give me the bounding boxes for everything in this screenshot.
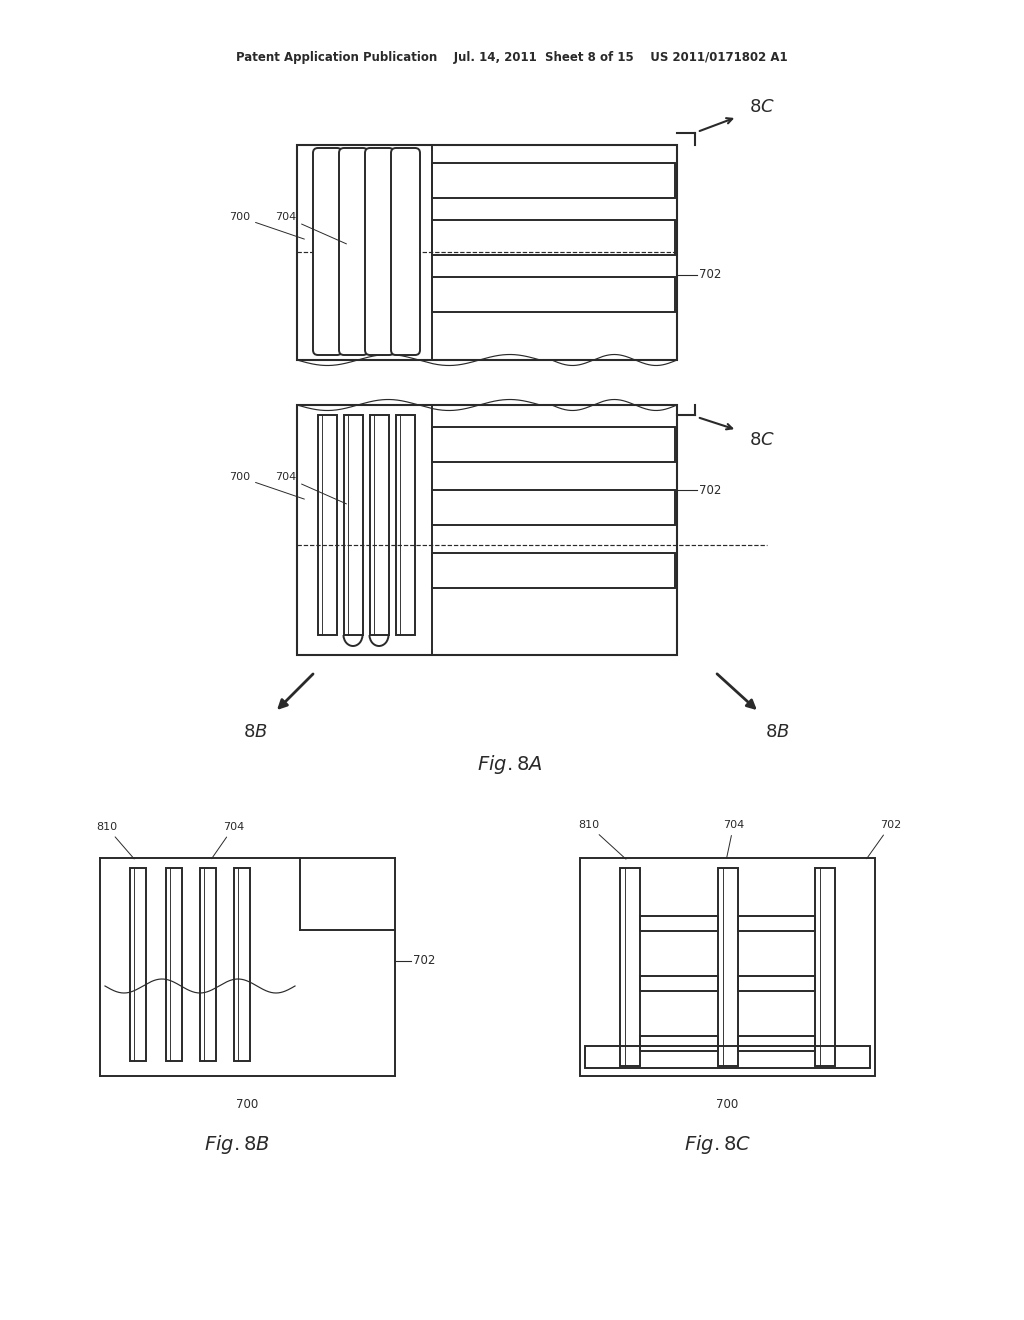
Bar xyxy=(738,975,815,991)
Text: $Fig. 8A$: $Fig. 8A$ xyxy=(477,754,543,776)
FancyBboxPatch shape xyxy=(391,148,420,355)
Text: 810: 810 xyxy=(96,822,134,859)
Text: 704: 704 xyxy=(275,213,346,244)
Text: 704: 704 xyxy=(275,473,346,504)
Bar xyxy=(344,414,362,635)
Bar xyxy=(200,869,216,1061)
Bar xyxy=(396,414,415,635)
Bar xyxy=(370,414,389,635)
Text: 700: 700 xyxy=(716,1097,738,1110)
Bar xyxy=(432,162,675,198)
Text: Patent Application Publication    Jul. 14, 2011  Sheet 8 of 15    US 2011/017180: Patent Application Publication Jul. 14, … xyxy=(237,51,787,65)
Text: $Fig. 8C$: $Fig. 8C$ xyxy=(683,1133,751,1155)
Text: 702: 702 xyxy=(413,954,435,968)
FancyBboxPatch shape xyxy=(365,148,394,355)
Bar xyxy=(297,145,677,360)
Text: $8B$: $8B$ xyxy=(765,723,790,741)
Bar xyxy=(580,858,874,1076)
Bar xyxy=(640,916,718,931)
FancyBboxPatch shape xyxy=(313,148,342,355)
Bar xyxy=(620,869,640,1067)
Bar xyxy=(166,869,182,1061)
Bar xyxy=(432,426,675,462)
Text: 702: 702 xyxy=(866,820,901,859)
Bar xyxy=(585,1045,870,1068)
Text: $8C$: $8C$ xyxy=(749,432,775,449)
FancyBboxPatch shape xyxy=(339,148,368,355)
Bar xyxy=(640,975,718,991)
Bar xyxy=(432,553,675,587)
Bar xyxy=(432,220,675,255)
Text: $8B$: $8B$ xyxy=(243,723,267,741)
Bar xyxy=(815,869,835,1067)
Bar xyxy=(297,405,677,655)
Bar xyxy=(318,414,337,635)
Bar xyxy=(432,490,675,525)
Text: 702: 702 xyxy=(699,483,721,496)
Text: 700: 700 xyxy=(229,473,304,499)
Bar xyxy=(718,869,738,1067)
Bar xyxy=(738,1036,815,1051)
Bar xyxy=(640,1036,718,1051)
Bar xyxy=(738,916,815,931)
Text: 704: 704 xyxy=(723,820,744,858)
Text: 704: 704 xyxy=(212,822,245,859)
Bar xyxy=(432,277,675,312)
Text: 700: 700 xyxy=(236,1097,258,1110)
Text: 700: 700 xyxy=(229,213,304,239)
Bar xyxy=(234,869,250,1061)
Text: $8C$: $8C$ xyxy=(749,98,775,116)
Text: $Fig. 8B$: $Fig. 8B$ xyxy=(204,1133,269,1155)
Text: 702: 702 xyxy=(699,268,721,281)
Text: 810: 810 xyxy=(578,820,626,859)
Bar xyxy=(130,869,146,1061)
